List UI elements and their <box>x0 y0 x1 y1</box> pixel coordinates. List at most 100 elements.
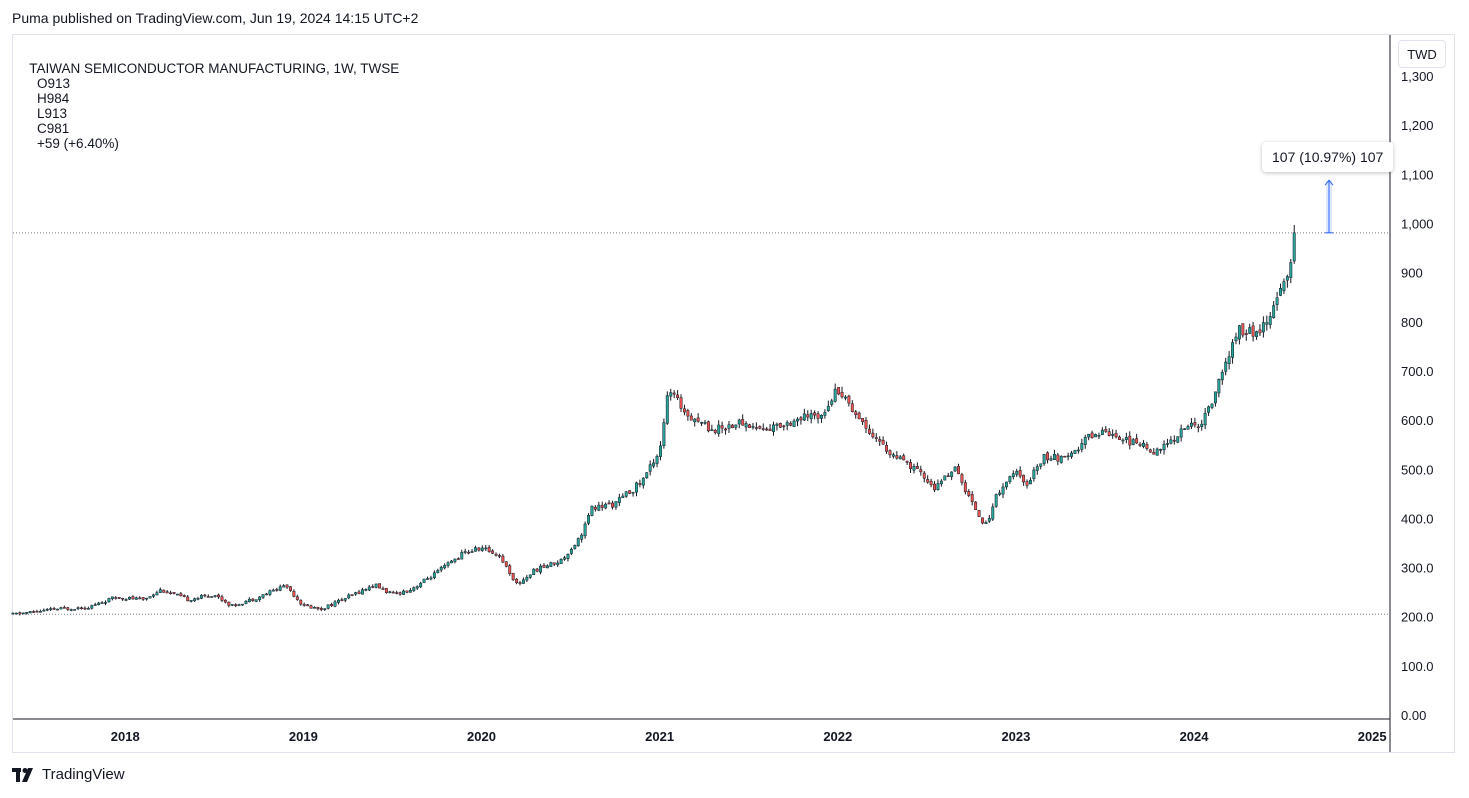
candle-body <box>686 410 690 417</box>
candle-body <box>1272 305 1276 319</box>
candle-body <box>134 597 138 600</box>
candle-body <box>898 456 902 460</box>
candle-body <box>230 604 234 606</box>
candle-body <box>56 608 59 611</box>
candle-body <box>1237 325 1241 340</box>
candle-body <box>789 422 793 426</box>
candle-body <box>316 606 320 610</box>
candle-body <box>1166 443 1169 445</box>
candle-body <box>381 588 385 590</box>
candle-body <box>566 554 570 559</box>
candle-body <box>761 428 765 430</box>
candle-body <box>1083 436 1087 445</box>
candle-body <box>672 392 676 395</box>
candle-body <box>607 502 611 505</box>
candle-body <box>806 414 810 418</box>
candle-body <box>669 392 673 397</box>
candle-body <box>919 469 923 473</box>
candle-body <box>840 391 844 398</box>
candle-body <box>443 565 447 569</box>
candle-body <box>234 604 238 607</box>
candle-body <box>1070 452 1073 457</box>
candle-body <box>299 599 303 605</box>
candle-body <box>484 547 488 550</box>
candle-body <box>1176 436 1180 443</box>
candle-body <box>76 607 80 610</box>
candle-body <box>343 598 347 601</box>
candle-body <box>463 551 467 553</box>
candle-body <box>878 439 882 442</box>
candle-body <box>816 413 820 419</box>
candle-body <box>508 565 512 574</box>
candle-body <box>641 477 645 486</box>
symbol-name: TAIWAN SEMICONDUCTOR MANUFACTURING, 1W, … <box>29 61 400 76</box>
candle-body <box>559 558 563 564</box>
candle-body <box>963 482 967 493</box>
candle-body <box>117 597 121 599</box>
candle-body <box>1210 403 1214 408</box>
candle-body <box>645 472 649 479</box>
candle-body <box>967 491 971 496</box>
x-tick-label: 2020 <box>467 729 496 744</box>
candle-body <box>1189 422 1193 427</box>
candle-body <box>1015 471 1019 475</box>
footer-brand[interactable]: TradingView <box>12 766 125 783</box>
candle-body <box>580 534 584 540</box>
candle-body <box>604 503 608 509</box>
candle-body <box>158 589 162 593</box>
candle-body <box>809 413 813 420</box>
y-tick-label: 600.0 <box>1401 413 1434 428</box>
candle-body <box>994 494 998 507</box>
candle-body <box>1227 356 1231 365</box>
candle-body <box>73 609 77 611</box>
candle-body <box>734 424 738 428</box>
candle-body <box>501 555 505 563</box>
candle-body <box>179 593 183 597</box>
candle-body <box>891 454 895 457</box>
candle-body <box>796 418 799 422</box>
candle-body <box>114 597 118 599</box>
candle-body <box>306 604 310 607</box>
candle-body <box>700 422 704 424</box>
measure-layer <box>1324 179 1334 234</box>
candle-body <box>652 462 656 467</box>
candle-body <box>1022 474 1026 483</box>
measure-arrow-head <box>1324 179 1334 186</box>
candle-body <box>532 568 536 576</box>
chart-frame[interactable] <box>12 34 1455 753</box>
candle-body <box>28 611 32 614</box>
candle-body <box>713 429 717 433</box>
candle-body <box>717 424 721 434</box>
candle-body <box>936 483 940 491</box>
candle-body <box>52 608 56 610</box>
candle-body <box>1059 456 1063 463</box>
candle-body <box>292 590 296 597</box>
candle-body <box>378 583 382 589</box>
candle-body <box>528 574 532 578</box>
candle-body <box>35 611 39 613</box>
currency-button[interactable]: TWD <box>1398 40 1446 68</box>
candle-body <box>1258 329 1262 334</box>
candle-body <box>706 421 710 432</box>
candle-body <box>648 464 652 472</box>
candle-body <box>357 591 361 594</box>
candle-body <box>80 607 83 610</box>
candle-body <box>515 578 519 583</box>
legend-open: O913 <box>37 76 71 91</box>
candle-body <box>792 420 796 427</box>
candle-body <box>432 572 436 579</box>
candle-body <box>1035 466 1039 471</box>
candle-body <box>775 423 779 426</box>
candle-body <box>628 490 632 494</box>
candle-body <box>162 589 166 593</box>
candle-body <box>1162 443 1166 451</box>
candle-body <box>32 611 36 613</box>
candle-body <box>371 586 375 588</box>
candle-body <box>1241 323 1245 336</box>
candle-body <box>1128 435 1132 446</box>
candle-body <box>1142 442 1145 447</box>
candle-layer <box>11 225 1296 616</box>
candle-body <box>837 387 841 395</box>
candle-body <box>802 413 806 421</box>
